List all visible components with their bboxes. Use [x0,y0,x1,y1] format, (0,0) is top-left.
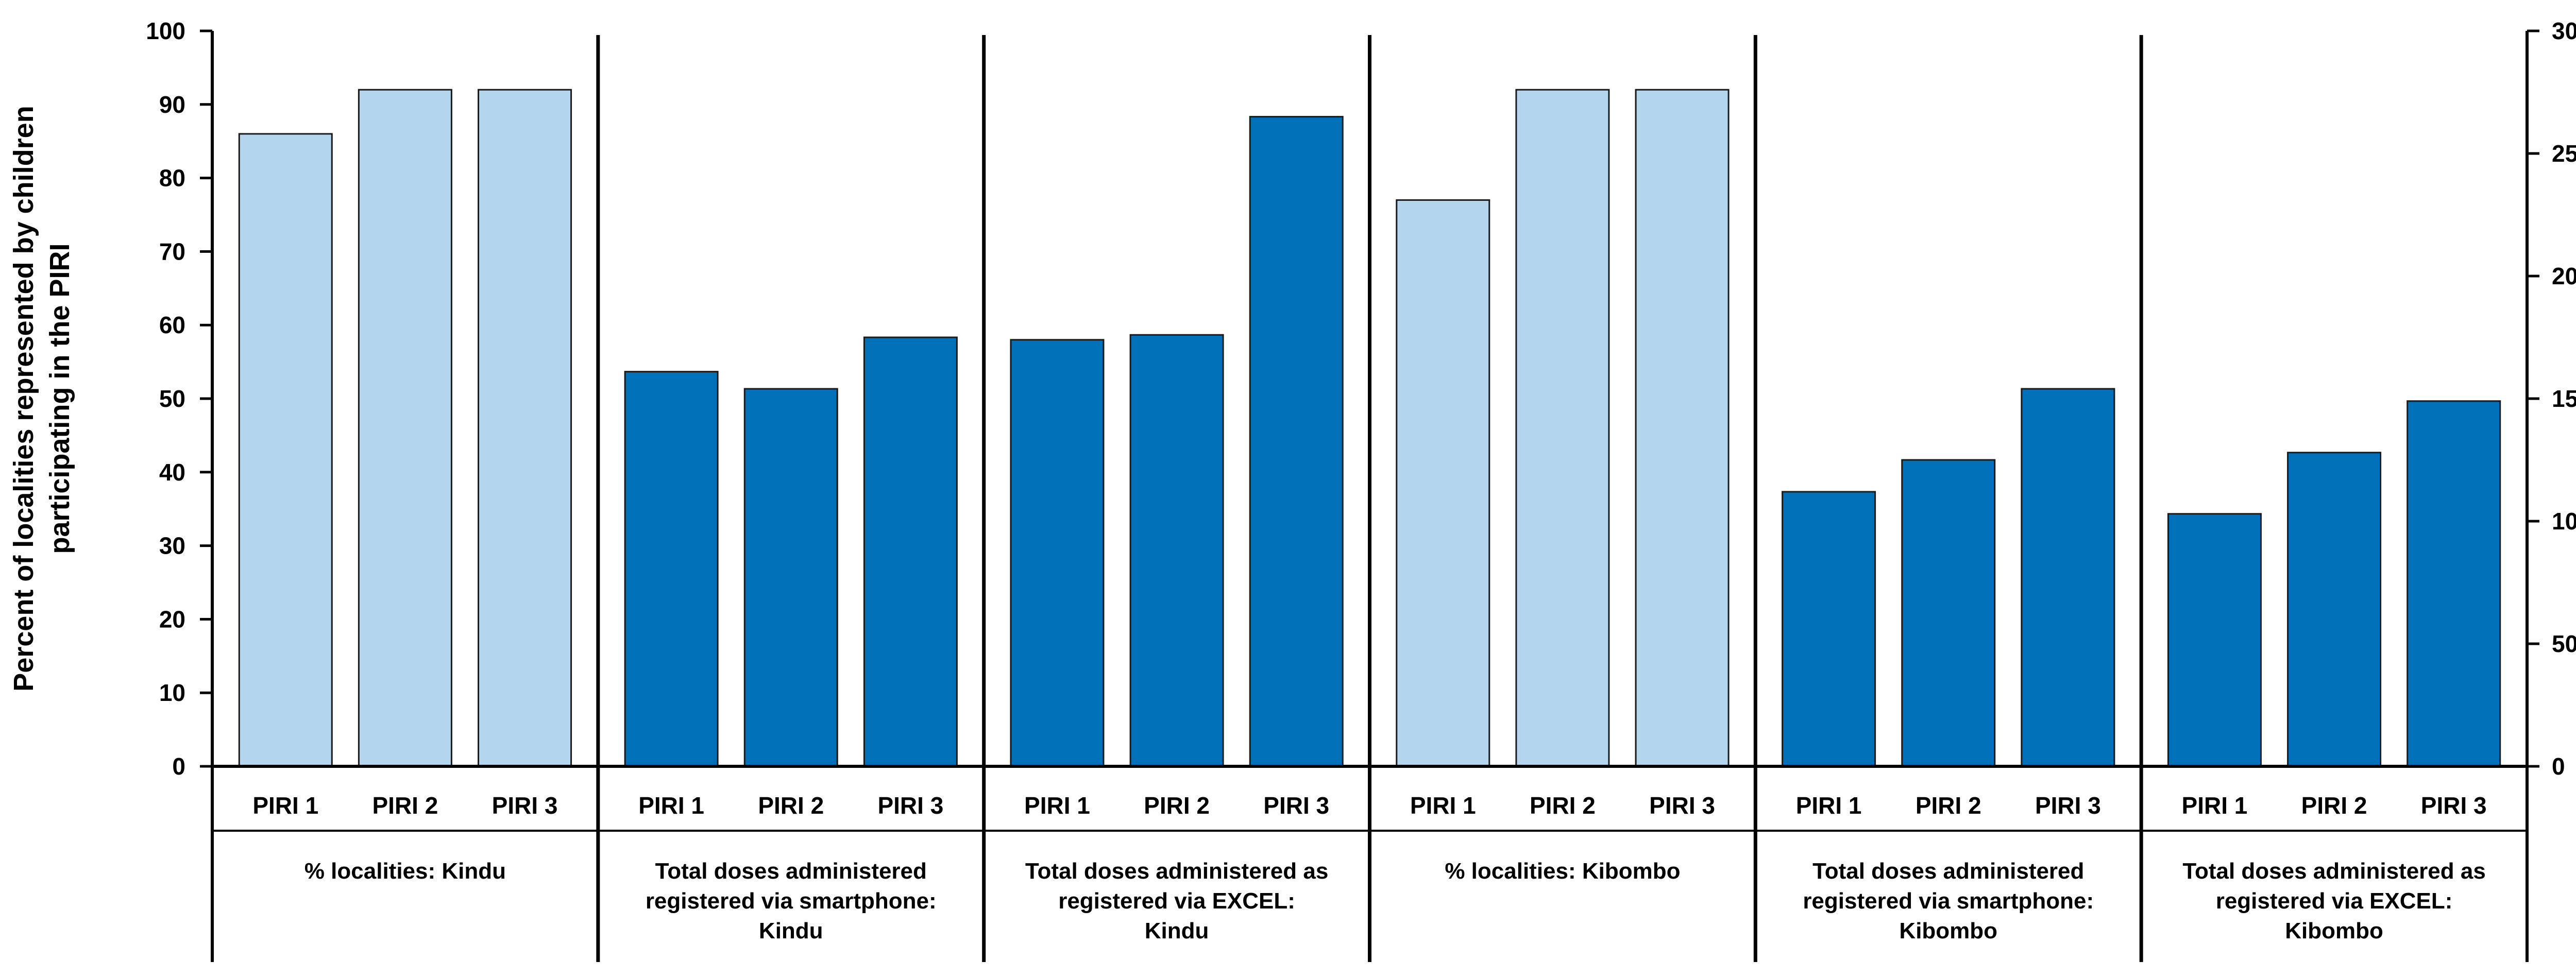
x-tick-label: PIRI 1 [1410,792,1476,819]
bar-group4-piri-1 [1396,199,1490,767]
right-axis-tick-label: 20,000 [2552,263,2576,289]
left-axis-label: Percent of localities represented by chi… [8,106,39,691]
right-axis-tick-label: 15,000 [2552,385,2576,412]
x-tick-label: PIRI 2 [1530,792,1596,819]
group-label-4: % localities: Kibombo [1445,859,1680,884]
group-label-6: Kibombo [2285,918,2383,943]
bar-group3-piri-1 [1010,339,1105,767]
right-axis-tick-label: 10,000 [2552,508,2576,535]
x-tick-label: PIRI 2 [372,792,438,819]
left-axis-tick-label: 80 [159,165,185,192]
bar-group4-piri-3 [1635,89,1730,767]
x-tick-label: PIRI 1 [638,792,704,819]
bar-group5-piri-3 [2021,388,2115,767]
bar-group2-piri-3 [863,336,958,767]
bar-group5-piri-1 [1782,491,1876,767]
left-axis-tick-label: 60 [159,312,185,338]
group-label-3: Total doses administered as [1025,859,1328,884]
right-axis-tick-label: 0 [2552,753,2565,780]
x-tick-label: PIRI 3 [877,792,943,819]
x-tick-label: PIRI 1 [2182,792,2248,819]
bar-group3-piri-2 [1129,334,1224,767]
left-axis-tick-label: 50 [159,385,185,412]
group-label-2: registered via smartphone: [646,888,937,914]
group-label-3: Kindu [1145,918,1209,943]
bar-group5-piri-2 [1901,459,1996,767]
left-axis-tick-label: 90 [159,91,185,118]
left-axis-tick-label: 0 [172,753,185,780]
group-label-2: Kindu [759,918,823,943]
group-label-5: Total doses administered [1812,859,2084,884]
x-tick-label: PIRI 2 [2301,792,2367,819]
group-label-6: Total doses administered as [2182,859,2485,884]
bar-group2-piri-1 [624,371,719,767]
left-axis-tick-label: 40 [159,459,185,486]
x-tick-label: PIRI 2 [758,792,824,819]
x-tick-label: PIRI 3 [492,792,558,819]
left-axis-label: participating in the PIRI [44,243,75,554]
group-label-3: registered via EXCEL: [1058,888,1295,914]
group-label-5: registered via smartphone: [1803,888,2094,914]
bar-group6-piri-2 [2287,452,2382,767]
bar-group3-piri-3 [1249,116,1344,767]
bar-group1-piri-2 [358,89,452,767]
left-axis-tick-label: 20 [159,606,185,632]
right-axis-tick-label: 30,000 [2552,18,2576,44]
group-label-2: Total doses administered [655,859,927,884]
bar-group2-piri-2 [743,388,838,767]
x-tick-label: PIRI 1 [252,792,318,819]
plot-area: PIRI 1 PIRI 2 PIRI 3 % localities: Kindu PIR… [8,18,2576,962]
bar-group1-piri-3 [478,89,572,767]
x-tick-label: PIRI 3 [2421,792,2487,819]
bar-group4-piri-2 [1515,89,1610,767]
x-tick-label: PIRI 1 [1024,792,1090,819]
x-tick-label: PIRI 3 [2035,792,2101,819]
left-axis-tick-label: 30 [159,533,185,559]
right-axis-tick-label: 25,000 [2552,140,2576,167]
bar-group6-piri-1 [2167,513,2262,767]
left-axis-tick-label: 100 [146,18,185,44]
right-axis-tick-label: 5000 [2552,630,2576,657]
left-axis-tick-label: 70 [159,238,185,265]
group-label-1: % localities: Kindu [304,859,506,884]
bar-group1-piri-1 [238,133,333,767]
x-tick-label: PIRI 3 [1263,792,1329,819]
group-label-5: Kibombo [1899,918,1997,943]
group-label-6: registered via EXCEL: [2216,888,2453,914]
x-tick-label: PIRI 2 [1144,792,1210,819]
x-tick-label: PIRI 1 [1796,792,1862,819]
x-tick-label: PIRI 3 [1649,792,1715,819]
x-tick-label: PIRI 2 [1916,792,1981,819]
bar-group6-piri-3 [2406,400,2501,767]
left-axis-tick-label: 10 [159,679,185,706]
